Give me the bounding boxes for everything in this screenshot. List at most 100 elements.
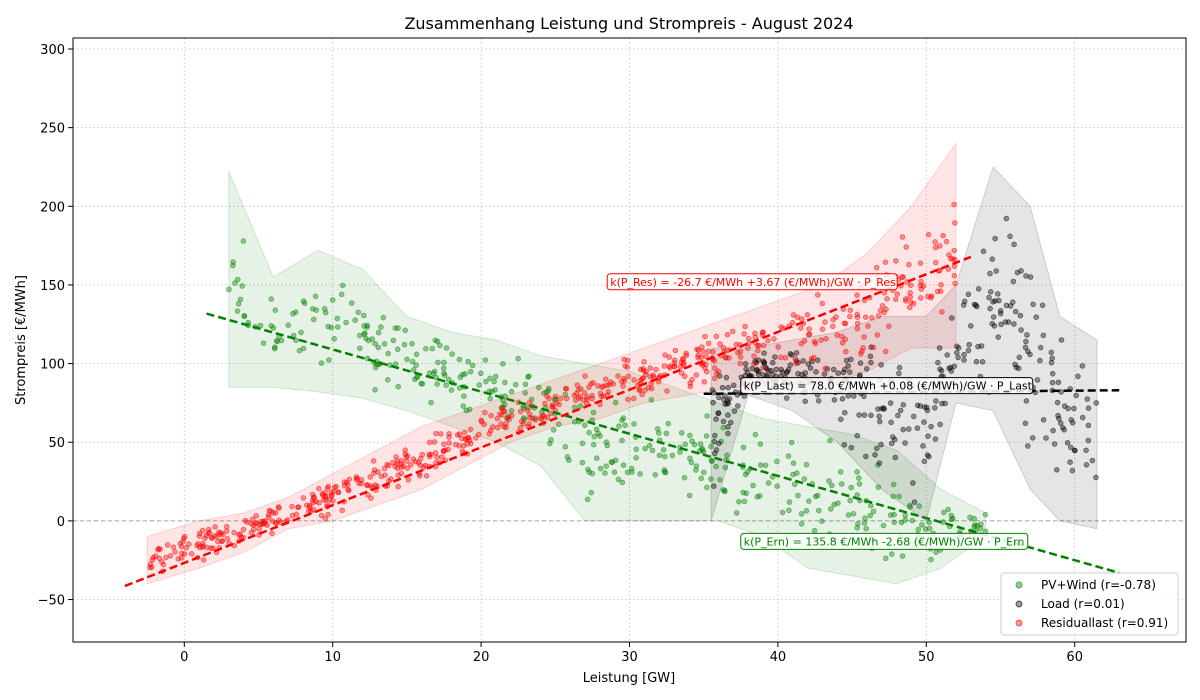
scatter-point <box>873 445 880 452</box>
scatter-point <box>655 430 662 436</box>
scatter-point <box>508 412 515 419</box>
scatter-point <box>835 500 841 507</box>
scatter-point <box>320 497 327 503</box>
scatter-point <box>522 381 529 388</box>
scatter-point <box>839 395 846 402</box>
scatter-point <box>787 350 794 357</box>
y-axis-ticks: −50 0 50 100 150 200 250 300 <box>38 43 73 609</box>
scatter-point <box>149 557 156 563</box>
scatter-point <box>1061 426 1067 433</box>
scatter-point <box>713 370 720 377</box>
scatter-point <box>713 463 719 470</box>
scatter-point <box>1040 332 1047 339</box>
scatter-point <box>842 336 848 343</box>
scatter-point <box>593 455 600 462</box>
scatter-point <box>863 365 870 372</box>
scatter-point <box>1048 349 1055 356</box>
scatter-point <box>437 431 444 437</box>
scatter-point <box>325 483 332 490</box>
scatter-point <box>749 365 756 372</box>
scatter-point <box>979 358 986 365</box>
scatter-point <box>818 337 824 344</box>
y-tick-label: 150 <box>40 279 65 294</box>
scatter-point <box>835 370 841 377</box>
scatter-point <box>326 357 332 363</box>
scatter-point <box>526 421 533 427</box>
scatter-point <box>476 382 483 388</box>
scatter-point <box>1054 399 1061 406</box>
scatter-point <box>847 313 853 320</box>
scatter-point <box>667 364 673 371</box>
scatter-point <box>1009 299 1016 306</box>
scatter-point <box>822 319 828 325</box>
scatter-point <box>1017 312 1024 319</box>
scatter-point <box>368 495 374 501</box>
scatter-point <box>532 417 539 423</box>
scatter-point <box>212 523 218 530</box>
scatter-point <box>828 482 835 489</box>
scatter-point <box>405 477 412 483</box>
scatter-point <box>798 510 805 517</box>
scatter-point <box>482 409 488 416</box>
scatter-point <box>951 201 957 208</box>
scatter-point <box>498 421 504 427</box>
scatter-point <box>872 451 878 458</box>
scatter-point <box>896 364 903 371</box>
scatter-point <box>967 514 973 521</box>
scatter-point <box>334 324 341 330</box>
scatter-point <box>800 357 806 364</box>
scatter-point <box>448 387 455 393</box>
scatter-point <box>750 482 756 489</box>
scatter-point <box>494 415 501 422</box>
scatter-point <box>762 462 769 469</box>
scatter-point <box>372 386 378 393</box>
scatter-point <box>965 347 972 354</box>
scatter-point <box>372 340 378 347</box>
scatter-point <box>725 412 731 418</box>
scatter-point <box>557 395 564 402</box>
scatter-point <box>443 345 450 351</box>
scatter-point <box>737 360 743 367</box>
scatter-point <box>723 354 729 361</box>
scatter-point <box>801 476 808 482</box>
scatter-point <box>625 373 632 380</box>
scatter-point <box>741 331 747 337</box>
scatter-point <box>343 319 349 326</box>
scatter-point <box>932 436 939 442</box>
scatter-point <box>876 460 883 466</box>
scatter-point <box>1003 302 1010 309</box>
scatter-point <box>525 374 531 380</box>
scatter-point <box>952 280 958 287</box>
scatter-point <box>861 334 867 340</box>
scatter-point <box>382 472 388 479</box>
scatter-point <box>917 260 924 267</box>
scatter-point <box>358 476 365 483</box>
scatter-point <box>385 350 391 357</box>
scatter-point <box>334 315 341 322</box>
scatter-point <box>932 244 939 251</box>
scatter-point <box>259 521 265 528</box>
scatter-point <box>1051 441 1058 447</box>
scatter-point <box>217 531 223 537</box>
scatter-point <box>909 480 916 486</box>
scatter-point <box>483 378 489 385</box>
scatter-point <box>463 407 470 414</box>
scatter-point <box>183 544 190 551</box>
scatter-point <box>815 507 822 514</box>
scatter-point <box>179 550 185 557</box>
scatter-point <box>693 467 699 473</box>
scatter-point <box>724 452 730 459</box>
scatter-point <box>987 288 994 295</box>
scatter-point <box>194 542 200 549</box>
scatter-point <box>838 481 845 487</box>
scatter-point <box>409 358 416 365</box>
scatter-point <box>909 517 916 524</box>
scatter-point <box>631 421 637 427</box>
scatter-point <box>910 413 917 420</box>
scatter-point <box>436 342 443 349</box>
scatter-point <box>711 432 718 439</box>
scatter-point <box>842 320 849 327</box>
scatter-point <box>921 458 928 465</box>
scatter-point <box>875 484 882 491</box>
scatter-point <box>629 469 635 475</box>
